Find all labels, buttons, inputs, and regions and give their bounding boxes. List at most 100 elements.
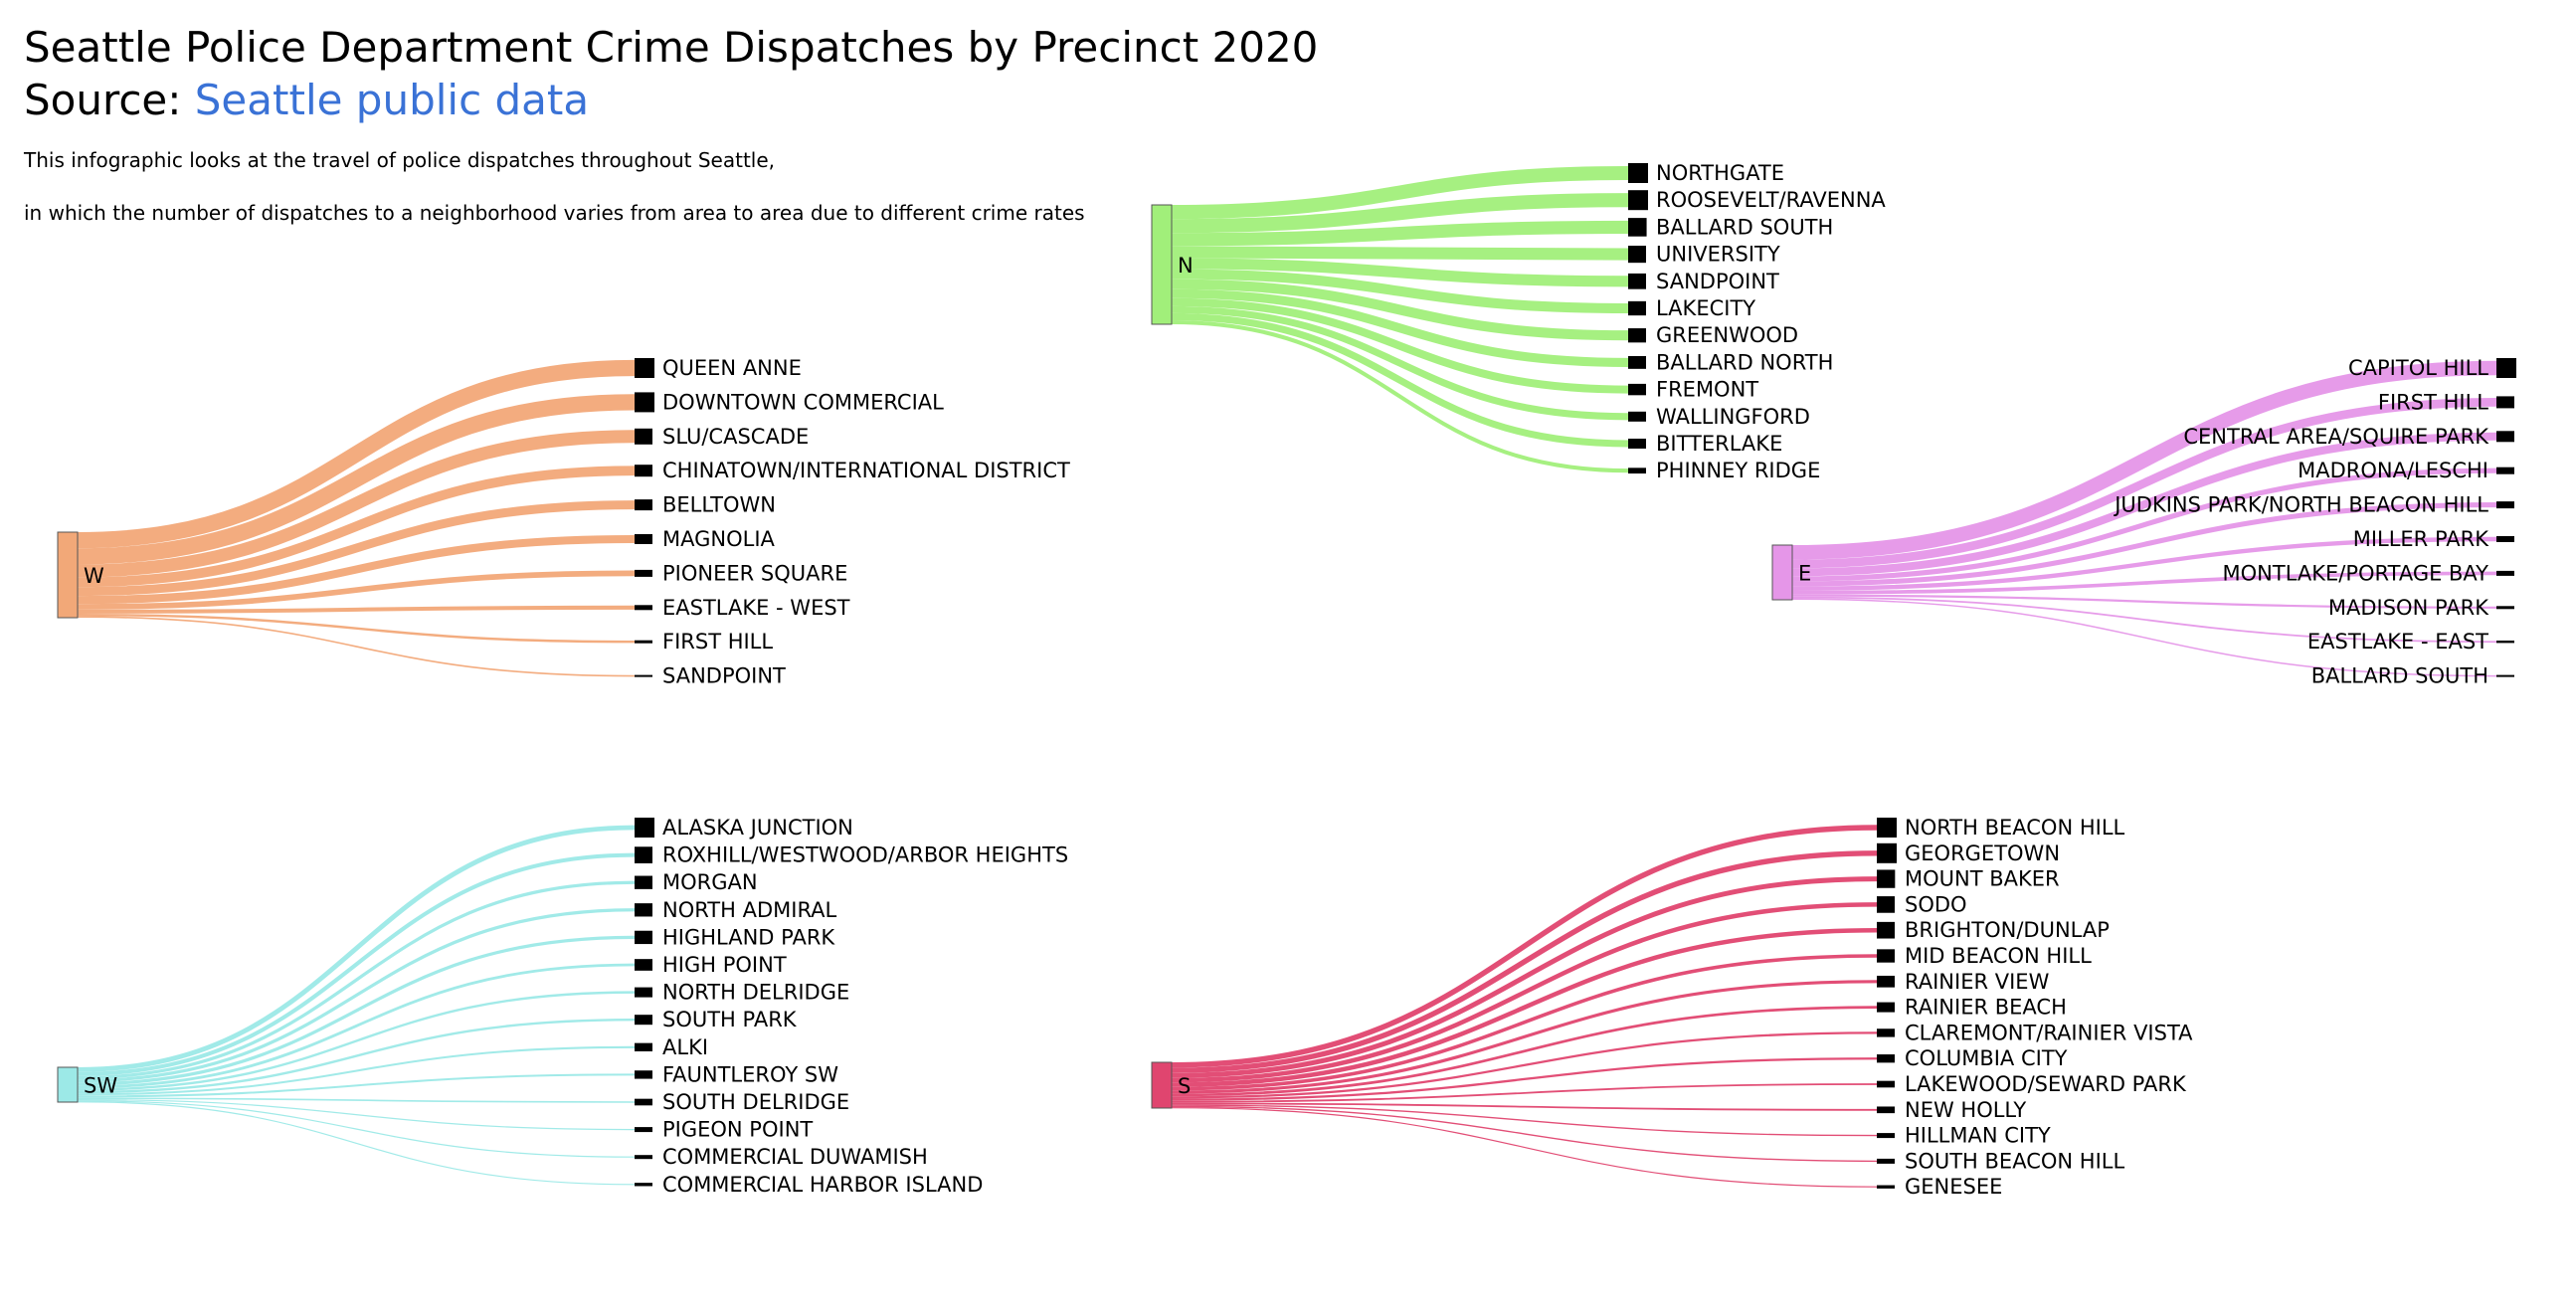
node-south-delridge[interactable]: [635, 1098, 652, 1106]
node-claremont-rainier-vista[interactable]: [1877, 1028, 1895, 1037]
link-w-slu-cascade[interactable]: [77, 430, 636, 578]
node-northgate[interactable]: [1628, 163, 1648, 183]
link-sw-commercial-duwamish[interactable]: [77, 1100, 636, 1158]
node-belltown[interactable]: [635, 499, 652, 511]
link-n-roosevelt-ravenna[interactable]: [1171, 193, 1629, 234]
node-commercial-duwamish[interactable]: [635, 1155, 652, 1160]
node-ballard-south[interactable]: [2496, 674, 2514, 677]
link-n-lakecity[interactable]: [1171, 269, 1629, 314]
link-e-ballard-south[interactable]: [1791, 598, 2497, 677]
link-s-rainier-beach[interactable]: [1171, 1006, 1878, 1097]
link-n-greenwood[interactable]: [1171, 279, 1629, 341]
node-rainier-beach[interactable]: [1877, 1002, 1895, 1013]
link-s-brighton-dunlap[interactable]: [1171, 927, 1878, 1087]
link-n-phinney-ridge[interactable]: [1171, 319, 1629, 473]
node-mount-baker[interactable]: [1877, 869, 1896, 888]
link-e-capitol-hill[interactable]: [1791, 360, 2497, 560]
link-s-mount-baker[interactable]: [1171, 876, 1878, 1078]
node-genesee[interactable]: [1877, 1185, 1895, 1189]
link-n-wallingford[interactable]: [1171, 305, 1629, 421]
link-s-new-holly[interactable]: [1171, 1102, 1878, 1111]
node-ballard-south[interactable]: [1628, 218, 1647, 237]
node-commercial-harbor-island[interactable]: [635, 1183, 652, 1187]
precinct-node-w[interactable]: [57, 531, 79, 619]
link-w-magnolia[interactable]: [77, 534, 636, 605]
link-e-miller-park[interactable]: [1791, 536, 2497, 591]
node-sodo[interactable]: [1877, 896, 1895, 913]
node-ballard-north[interactable]: [1628, 355, 1646, 369]
node-morgan[interactable]: [635, 875, 652, 889]
link-sw-alaska-junction[interactable]: [77, 825, 636, 1072]
link-sw-roxhill-westwood-arbor-heights[interactable]: [77, 852, 636, 1076]
link-sw-fauntleroy-sw[interactable]: [77, 1073, 636, 1098]
link-s-hillman-city[interactable]: [1171, 1104, 1878, 1137]
precinct-node-e[interactable]: [1771, 544, 1793, 601]
node-central-area-squire-park[interactable]: [2496, 431, 2514, 443]
node-phinney-ridge[interactable]: [1628, 468, 1646, 474]
node-south-beacon-hill[interactable]: [1877, 1158, 1895, 1164]
precinct-node-n[interactable]: [1151, 204, 1173, 325]
link-w-queen-anne[interactable]: [77, 359, 636, 549]
node-sandpoint[interactable]: [1628, 273, 1646, 289]
link-sw-commercial-harbor-island[interactable]: [77, 1101, 636, 1186]
link-n-fremont[interactable]: [1171, 297, 1629, 394]
precinct-node-sw[interactable]: [57, 1066, 79, 1103]
node-georgetown[interactable]: [1877, 842, 1897, 863]
node-university[interactable]: [1628, 246, 1646, 264]
link-sw-south-park[interactable]: [77, 1018, 636, 1094]
link-s-north-beacon-hill[interactable]: [1171, 825, 1878, 1068]
node-brighton-dunlap[interactable]: [1877, 921, 1895, 939]
link-s-sodo[interactable]: [1171, 902, 1878, 1083]
node-highland-park[interactable]: [635, 930, 652, 945]
node-rainier-view[interactable]: [1877, 975, 1895, 988]
link-n-ballard-south[interactable]: [1171, 220, 1629, 247]
node-capitol-hill[interactable]: [2496, 358, 2516, 378]
node-mid-beacon-hill[interactable]: [1877, 949, 1895, 963]
node-montlake-portage-bay[interactable]: [2496, 570, 2514, 576]
node-pioneer-square[interactable]: [635, 569, 652, 577]
node-alki[interactable]: [635, 1042, 652, 1051]
node-first-hill[interactable]: [2496, 396, 2514, 409]
link-n-sandpoint[interactable]: [1171, 258, 1629, 287]
link-n-bitterlake[interactable]: [1171, 312, 1629, 448]
node-bitterlake[interactable]: [1628, 439, 1646, 449]
node-hillman-city[interactable]: [1877, 1133, 1895, 1139]
link-n-northgate[interactable]: [1171, 165, 1629, 220]
link-s-columbia-city[interactable]: [1171, 1057, 1878, 1101]
node-columbia-city[interactable]: [1877, 1054, 1895, 1063]
node-first-hill[interactable]: [635, 640, 652, 644]
link-s-georgetown[interactable]: [1171, 850, 1878, 1073]
link-sw-morgan[interactable]: [77, 880, 636, 1080]
node-wallingford[interactable]: [1628, 411, 1646, 422]
node-slu-cascade[interactable]: [635, 428, 652, 445]
node-judkins-park-north-beacon-hill[interactable]: [2496, 501, 2514, 509]
link-sw-alki[interactable]: [77, 1045, 636, 1096]
precinct-node-s[interactable]: [1151, 1061, 1173, 1109]
link-e-first-hill[interactable]: [1791, 398, 2497, 569]
node-greenwood[interactable]: [1628, 328, 1646, 343]
link-sw-north-admiral[interactable]: [77, 908, 636, 1083]
node-north-beacon-hill[interactable]: [1877, 818, 1897, 838]
link-s-genesee[interactable]: [1171, 1107, 1878, 1188]
source-link[interactable]: Seattle public data: [195, 76, 589, 124]
node-fauntleroy-sw[interactable]: [635, 1070, 652, 1079]
link-w-downtown-commercial[interactable]: [77, 394, 636, 565]
node-lakewood-seward-park[interactable]: [1877, 1080, 1895, 1088]
link-s-mid-beacon-hill[interactable]: [1171, 954, 1878, 1091]
node-pigeon-point[interactable]: [635, 1127, 652, 1133]
link-sw-north-delridge[interactable]: [77, 991, 636, 1091]
link-sw-south-delridge[interactable]: [77, 1097, 636, 1103]
node-south-park[interactable]: [635, 1015, 652, 1026]
link-sw-highland-park[interactable]: [77, 935, 636, 1086]
link-e-eastlake-east[interactable]: [1791, 596, 2497, 644]
node-roxhill-westwood-arbor-heights[interactable]: [635, 846, 652, 863]
node-magnolia[interactable]: [635, 534, 652, 544]
node-lakecity[interactable]: [1628, 300, 1646, 316]
node-madison-park[interactable]: [2496, 606, 2514, 610]
node-miller-park[interactable]: [2496, 536, 2514, 542]
node-eastlake-east[interactable]: [2496, 641, 2514, 644]
link-w-chinatown-international-district[interactable]: [77, 466, 636, 588]
node-high-point[interactable]: [635, 959, 652, 971]
node-north-admiral[interactable]: [635, 903, 652, 917]
node-new-holly[interactable]: [1877, 1106, 1895, 1114]
